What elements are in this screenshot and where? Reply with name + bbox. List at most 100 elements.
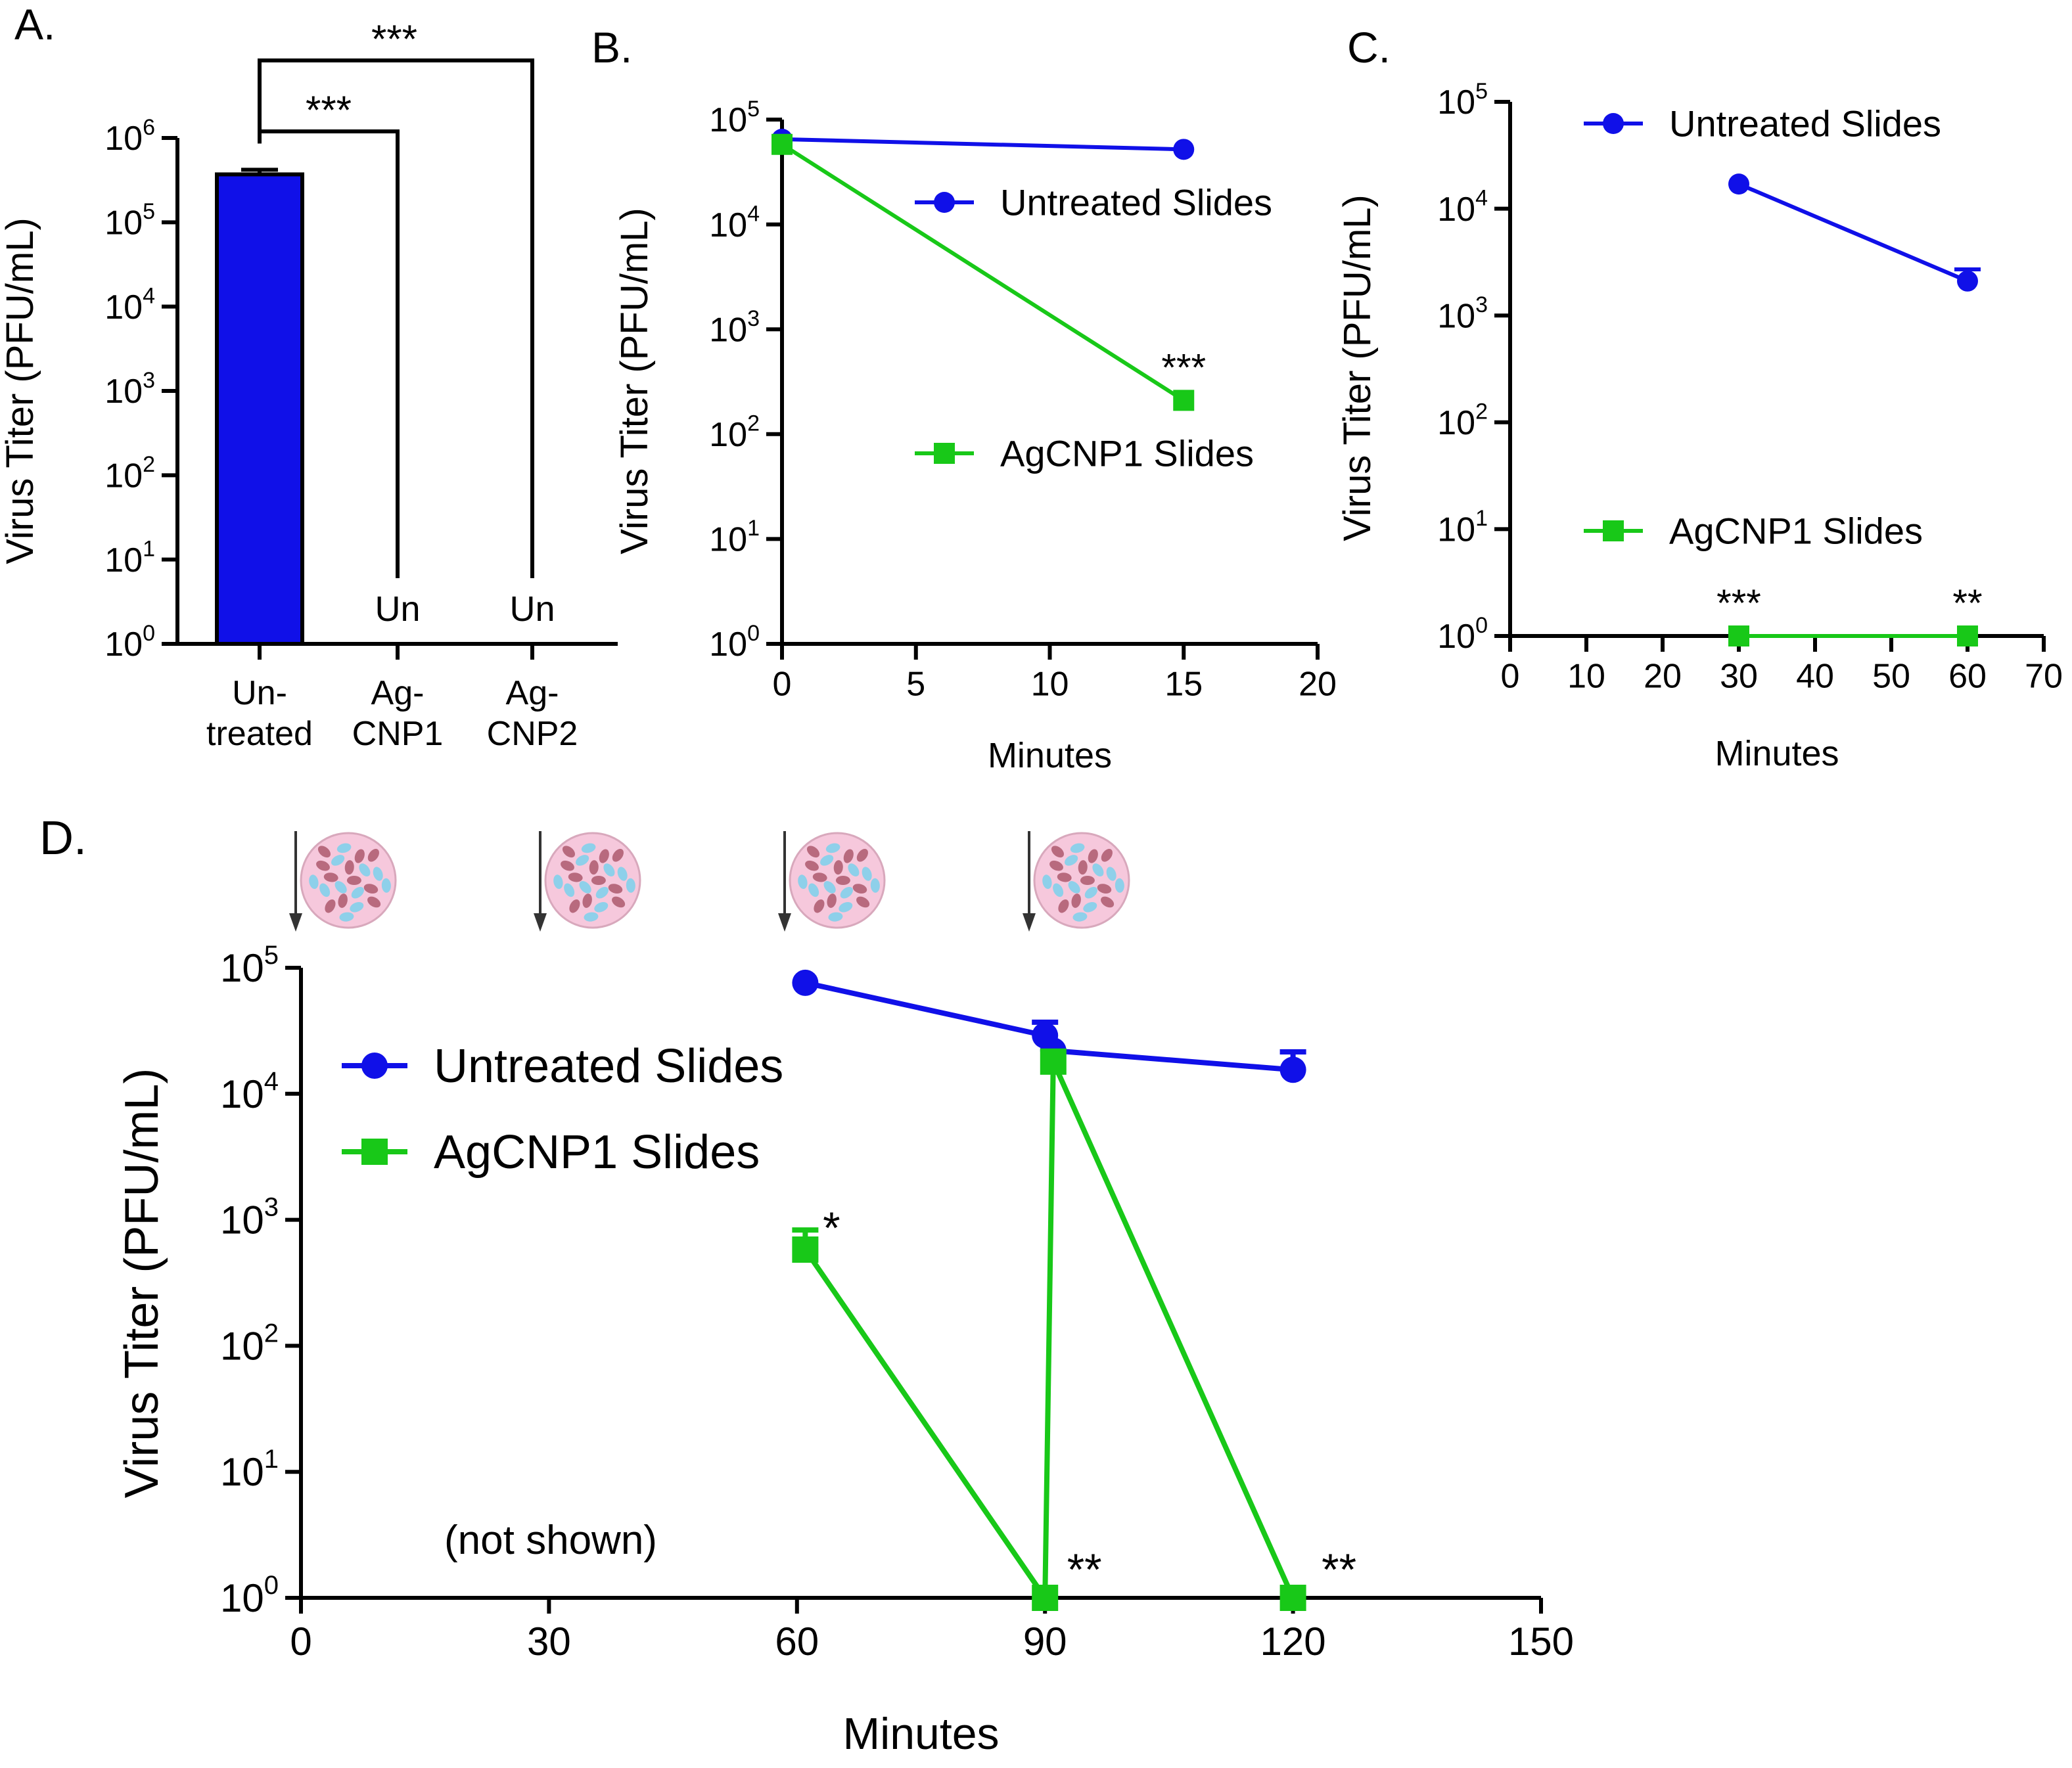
c-series-agcnp1 (1728, 625, 1978, 646)
c-xtick-label: 10 (1567, 658, 1605, 696)
d-series-line (803, 1060, 1296, 1606)
virus-particle-spot (589, 860, 599, 875)
c-ytick-label: 102 (1437, 399, 1488, 442)
d-inoculation-event (289, 831, 397, 932)
virus-particle-spot (1106, 867, 1117, 881)
d-arrow-head (1023, 913, 1036, 932)
c-xtick-label: 60 (1948, 658, 1987, 696)
virus-particle-icon (789, 832, 886, 929)
virus-particle-spot (350, 901, 364, 913)
c-xtick-label: 30 (1720, 658, 1758, 696)
b-point (771, 133, 793, 155)
d-point (792, 969, 819, 996)
b-xtick-label: 15 (1164, 666, 1203, 704)
virus-particle-spot (1101, 849, 1113, 862)
d-xtick-label: 90 (1023, 1620, 1067, 1664)
virus-particle-spot (827, 894, 837, 908)
virus-particle-spot (1097, 884, 1112, 894)
virus-particle-spot (862, 867, 872, 881)
virus-particle-spot (331, 855, 345, 866)
virus-particle-spot (870, 878, 880, 893)
virus-particle-spot (856, 849, 868, 862)
d-xtick-label: 60 (775, 1620, 819, 1664)
d-xtick-label: 0 (290, 1620, 311, 1664)
b-legend-label: AgCNP1 Slides (1000, 433, 1254, 474)
virus-particle-spot (852, 884, 867, 894)
virus-particle-spot (562, 846, 576, 858)
c-ytick-label: 104 (1437, 185, 1488, 228)
virus-particle-spot (582, 894, 592, 908)
b-x-label: Minutes (988, 736, 1112, 775)
virus-particle-spot (1051, 846, 1065, 858)
b-ytick-label: 104 (709, 201, 760, 244)
d-significance-label: * (823, 1203, 840, 1253)
virus-particle-spot (835, 876, 850, 885)
virus-particle-spot (1092, 863, 1104, 877)
a-ytick-label: 101 (104, 536, 155, 579)
virus-particle-spot (325, 899, 336, 913)
c-xtick-label: 50 (1872, 658, 1910, 696)
c-point (1728, 173, 1749, 195)
a-panel-label: A. (14, 0, 55, 49)
virus-particle-spot (1080, 876, 1095, 885)
a-significance-label: *** (371, 17, 417, 61)
d-legend-untreated: Untreated Slides (342, 1040, 783, 1093)
b-ytick-label: 105 (709, 97, 760, 139)
c-point (1957, 625, 1978, 646)
c-panel-label: C. (1347, 23, 1391, 72)
virus-particle-spot (317, 846, 331, 858)
d-xtick-label: 120 (1260, 1620, 1326, 1664)
virus-particle-spot (309, 874, 319, 890)
c-legend-point (1603, 113, 1624, 134)
a-category-label: Un- (232, 674, 287, 712)
panel-c: C.Virus Titer (PFU/mL)100101102103104105… (1336, 23, 2063, 773)
c-ytick-label: 105 (1437, 79, 1488, 122)
d-arrow-head (778, 913, 791, 932)
d-series-agcnp1 (792, 1048, 1306, 1611)
c-legend-agcnp1: AgCNP1 Slides (1584, 510, 1923, 552)
a-ytick-label: 106 (104, 115, 155, 158)
b-ytick-label: 100 (709, 621, 760, 664)
virus-particle-spot (814, 899, 825, 913)
d-not-shown-note: (not shown) (444, 1518, 657, 1563)
d-legend-agcnp1: AgCNP1 Slides (342, 1126, 760, 1179)
d-panel-label: D. (39, 812, 87, 865)
b-xtick-label: 20 (1299, 666, 1337, 704)
a-y-label: Virus Titer (PFU/mL) (0, 217, 41, 564)
panel-a: A. Virus Titer (PFU/mL) 100 101 102 103 104 105… (0, 0, 618, 753)
virus-particle-spot (833, 860, 843, 875)
d-legend-point (361, 1053, 388, 1079)
c-significance-label: *** (1716, 582, 1761, 625)
virus-particle-spot (346, 876, 361, 885)
virus-particle-spot (808, 883, 819, 897)
c-x-label: Minutes (1715, 734, 1839, 773)
a-bar (215, 172, 304, 646)
a-category-label: Ag- (506, 674, 559, 712)
d-point (1032, 1585, 1059, 1611)
virus-particle-spot (323, 873, 338, 882)
virus-particle-spot (1068, 881, 1080, 894)
virus-particle-spot (599, 849, 609, 863)
a-category-label: Ag- (371, 674, 425, 712)
d-arrow-head (289, 913, 302, 932)
a-significance-label: *** (306, 88, 352, 132)
b-legend-untreated: Untreated Slides (915, 182, 1272, 223)
virus-particle-spot (319, 883, 331, 897)
virus-particle-spot (591, 876, 606, 885)
b-xtick-label: 10 (1031, 666, 1069, 704)
d-inoculation-event (1023, 831, 1130, 932)
d-significance-label: ** (1322, 1545, 1356, 1595)
c-xtick-label: 40 (1796, 658, 1834, 696)
virus-particle-spot (603, 863, 615, 877)
b-point (1173, 139, 1195, 160)
d-inoculation-event (778, 831, 886, 932)
virus-particle-spot (825, 843, 840, 853)
virus-particle-spot (1072, 912, 1088, 922)
b-series-line (781, 137, 1184, 152)
c-series-line (1738, 182, 1969, 283)
virus-particle-spot (1115, 878, 1124, 893)
c-legend-untreated: Untreated Slides (1584, 103, 1941, 145)
virus-particle-spot (823, 881, 836, 894)
d-legend-label: Untreated Slides (434, 1040, 783, 1093)
virus-particle-spot (334, 881, 347, 894)
